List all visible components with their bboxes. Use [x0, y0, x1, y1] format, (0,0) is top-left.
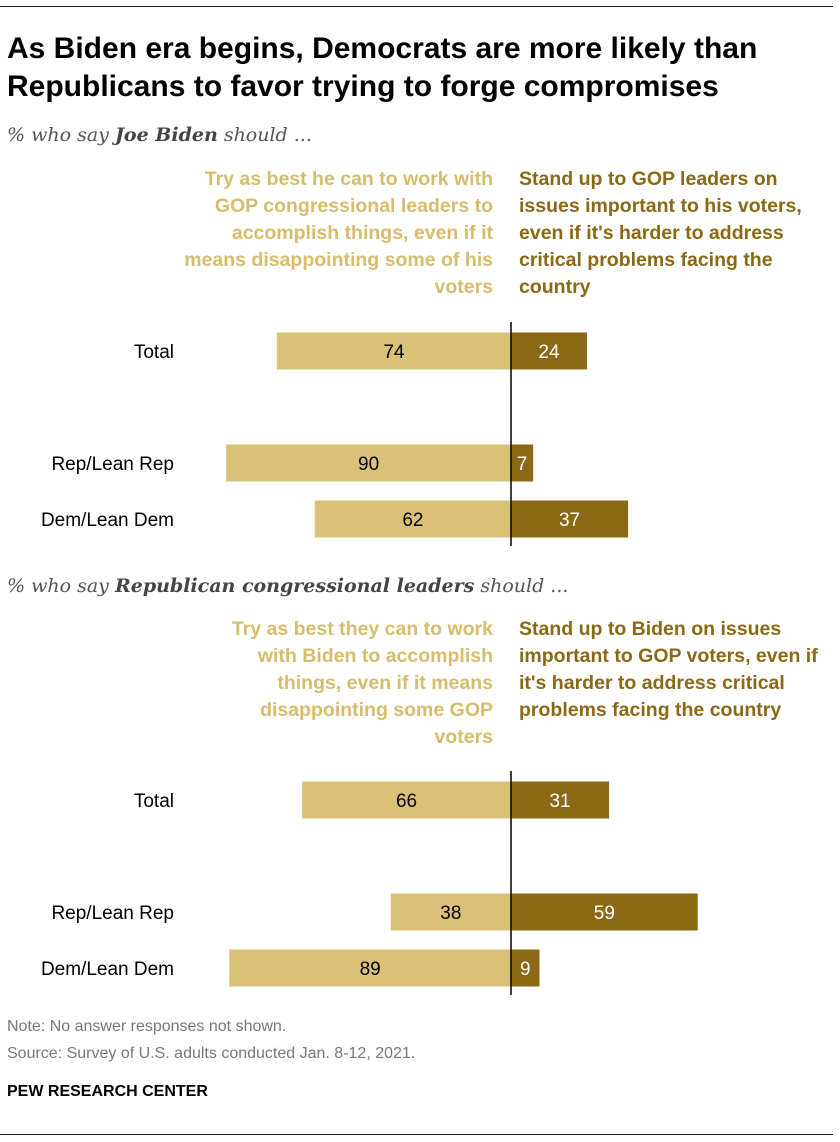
bar-left [226, 444, 511, 482]
data-label-left: 90 [358, 454, 379, 475]
category-label: Rep/Lean Rep [51, 903, 174, 924]
data-label-left: 66 [396, 791, 417, 812]
category-label: Total [134, 791, 174, 812]
top-rule [0, 6, 833, 7]
data-label-right: 24 [538, 342, 560, 363]
data-label-left: 89 [360, 959, 381, 980]
data-label-right: 9 [520, 959, 531, 980]
bar-left [314, 500, 511, 538]
panel-2-subtitle: % who say Republican congressional leade… [7, 575, 568, 597]
data-label-right: 37 [559, 510, 580, 531]
panel-1-subtitle-pre: % who say [7, 124, 115, 146]
bar-right [511, 332, 587, 370]
panel-1-subtitle-subject: Joe Biden [114, 124, 218, 146]
bar-right [511, 781, 610, 819]
panel-2-subtitle-subject: Republican congressional leaders [114, 575, 475, 597]
data-label-left: 38 [440, 903, 461, 924]
source: Source: Survey of U.S. adults conducted … [7, 1045, 416, 1062]
bar-right [511, 893, 698, 931]
data-label-right: 59 [594, 903, 615, 924]
panel-2-subtitle-pre: % who say [7, 575, 115, 597]
category-label: Dem/Lean Dem [41, 510, 174, 531]
panel-1-left-header: Try as best he can to work with GOP cong… [184, 168, 493, 298]
bar-left [229, 949, 511, 987]
bottom-rule [0, 1134, 833, 1135]
panel-2-right-header: Stand up to Biden on issues important to… [519, 618, 818, 721]
bar-right [511, 444, 534, 482]
data-label-left: 62 [402, 510, 423, 531]
bar-left [390, 893, 511, 931]
panel-2-chart: Total 66 31 Rep/Lean Rep 38 59 Dem/Lean Dem 89 9 [41, 771, 698, 995]
bar-right [511, 500, 629, 538]
data-label-left: 74 [383, 342, 405, 363]
pew-logo-text: PEW RESEARCH CENTER [7, 1083, 208, 1100]
chart-title: As Biden era begins, Democrats are more … [7, 32, 758, 103]
data-label-right: 7 [517, 454, 528, 475]
panel-1-chart: Total 74 24 Rep/Lean Rep 90 7 Dem/Lean Dem 62 37 [41, 322, 629, 546]
note: Note: No answer responses not shown. [7, 1018, 287, 1035]
data-label-right: 31 [549, 791, 570, 812]
panel-1-right-header: Stand up to GOP leaders on issues import… [519, 168, 802, 298]
panel-1-subtitle: % who say Joe Biden should ... [7, 124, 312, 146]
panel-1-subtitle-post: should ... [217, 124, 312, 146]
panel-2-subtitle-post: should ... [474, 575, 569, 597]
category-label: Dem/Lean Dem [41, 959, 174, 980]
category-label: Total [134, 342, 174, 363]
category-label: Rep/Lean Rep [51, 454, 174, 475]
bar-left [276, 332, 511, 370]
bar-left [302, 781, 511, 819]
panel-2-left-header: Try as best they can to work with Biden … [231, 618, 493, 748]
bar-right [511, 949, 540, 987]
